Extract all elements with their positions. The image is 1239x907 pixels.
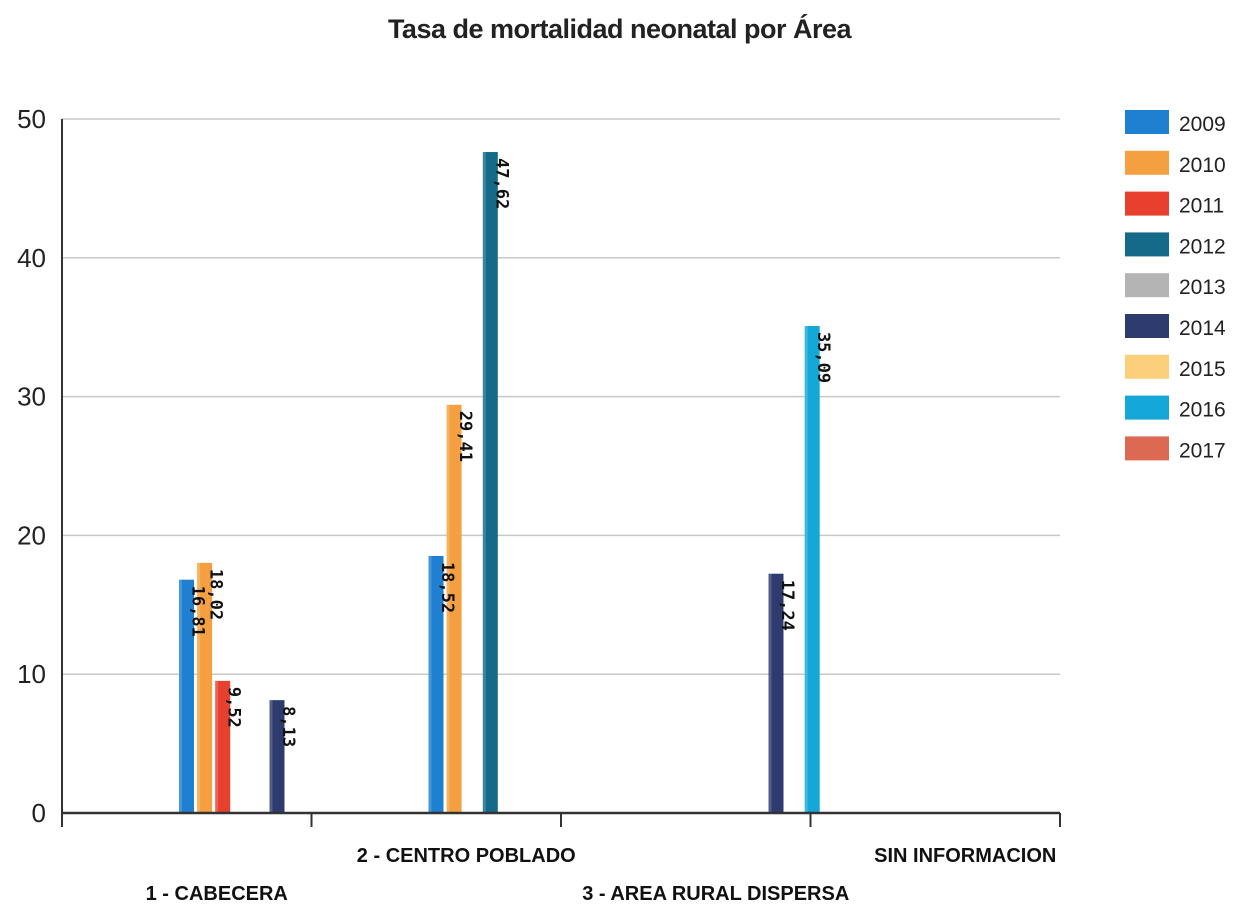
bar-highlight xyxy=(805,326,808,813)
legend-swatch xyxy=(1125,396,1169,420)
legend-swatch xyxy=(1125,314,1169,338)
x-category-label: 1 - CABECERA xyxy=(146,883,288,905)
legend-label: 2016 xyxy=(1179,399,1226,422)
x-category-label: SIN INFORMACION xyxy=(874,845,1056,867)
bar-highlight xyxy=(769,574,772,813)
bar-highlight xyxy=(215,681,218,813)
legend-swatch xyxy=(1125,436,1169,460)
legend-label: 2010 xyxy=(1179,154,1226,177)
y-tick-label: 40 xyxy=(17,243,46,273)
legend-label: 2012 xyxy=(1179,235,1226,258)
data-label: 9,52 xyxy=(224,687,244,728)
data-labels: 16,81 18,52 18,02 29,41 9,52 47,62 8,13 17,24 35… xyxy=(188,158,834,747)
legend-swatch xyxy=(1125,151,1169,175)
y-tick-label: 20 xyxy=(17,520,46,550)
bar-highlight xyxy=(483,152,486,813)
bars xyxy=(179,152,820,813)
data-label: 18,02 xyxy=(206,569,226,620)
legend-swatch xyxy=(1125,232,1169,256)
legend-label: 2014 xyxy=(1179,317,1226,340)
y-tick-label: 50 xyxy=(17,104,46,134)
data-label: 16,81 xyxy=(188,586,208,637)
legend-swatch xyxy=(1125,355,1169,379)
data-label: 17,24 xyxy=(777,580,797,631)
legend-label: 2011 xyxy=(1179,195,1224,218)
data-label: 47,62 xyxy=(491,158,511,209)
legend: 2009 2010 2011 2012 2013 2014 2015 2016 2017 xyxy=(1125,110,1226,462)
legend-swatch xyxy=(1125,192,1169,216)
x-category-label: 2 - CENTRO POBLADO xyxy=(357,845,576,867)
data-label: 8,13 xyxy=(278,706,298,747)
legend-swatch xyxy=(1125,110,1169,134)
legend-label: 2015 xyxy=(1179,358,1226,381)
axes: 0 10 20 30 40 50 1 - CABECERA 2 - CENTRO POBLAD… xyxy=(17,104,1060,905)
legend-label: 2017 xyxy=(1179,439,1226,462)
bar-highlight xyxy=(179,580,182,813)
data-label: 18,52 xyxy=(437,562,457,613)
x-category-label: 3 - AREA RURAL DISPERSA xyxy=(582,883,849,905)
bar-highlight xyxy=(429,556,432,813)
data-label: 29,41 xyxy=(455,411,475,462)
data-label: 35,09 xyxy=(813,332,833,383)
legend-label: 2009 xyxy=(1179,113,1226,136)
y-tick-label: 10 xyxy=(17,659,46,689)
y-tick-label: 0 xyxy=(32,798,46,828)
legend-label: 2013 xyxy=(1179,276,1226,299)
legend-swatch xyxy=(1125,273,1169,297)
bar-highlight xyxy=(270,700,273,813)
y-tick-label: 30 xyxy=(17,382,46,412)
